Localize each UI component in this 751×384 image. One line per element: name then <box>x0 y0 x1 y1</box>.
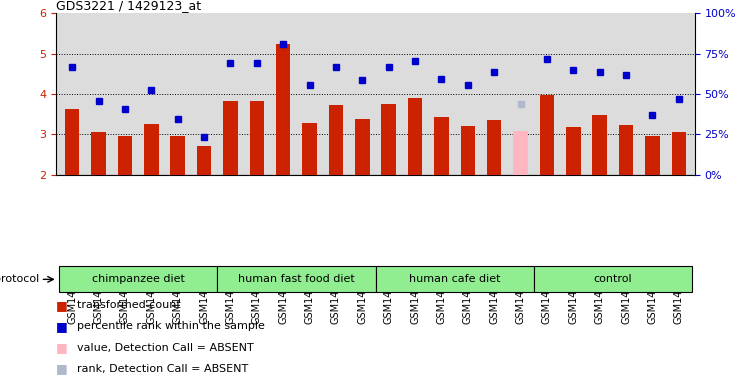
Text: ■: ■ <box>56 341 68 354</box>
Text: percentile rank within the sample: percentile rank within the sample <box>77 321 265 331</box>
Text: GSM144716: GSM144716 <box>305 265 315 324</box>
Bar <box>118 136 132 175</box>
Text: GSM144713: GSM144713 <box>225 265 235 324</box>
Bar <box>223 101 237 175</box>
Bar <box>645 136 659 175</box>
Bar <box>144 124 158 175</box>
Text: GSM144728: GSM144728 <box>621 265 631 324</box>
Bar <box>514 131 528 175</box>
Text: GSM144721: GSM144721 <box>436 265 446 324</box>
Text: GSM144724: GSM144724 <box>516 265 526 324</box>
Text: GSM144711: GSM144711 <box>173 265 182 324</box>
Bar <box>92 132 106 175</box>
Text: ■: ■ <box>56 299 68 312</box>
Bar <box>671 132 686 175</box>
Bar <box>59 266 217 292</box>
Bar <box>65 109 80 175</box>
Bar <box>376 266 534 292</box>
Bar <box>355 119 369 175</box>
Bar <box>276 44 291 175</box>
Text: GSM144718: GSM144718 <box>357 265 367 324</box>
Text: GSM144729: GSM144729 <box>647 265 657 324</box>
Text: GSM144719: GSM144719 <box>384 265 394 324</box>
Text: human fast food diet: human fast food diet <box>238 274 354 284</box>
Text: human cafe diet: human cafe diet <box>409 274 500 284</box>
Bar <box>540 95 554 175</box>
Bar <box>197 146 211 175</box>
Text: ■: ■ <box>56 320 68 333</box>
Bar <box>303 123 317 175</box>
Bar <box>487 120 502 175</box>
Text: GSM144727: GSM144727 <box>595 265 605 324</box>
Bar <box>619 125 633 175</box>
Bar <box>170 136 185 175</box>
Text: chimpanzee diet: chimpanzee diet <box>92 274 185 284</box>
Bar <box>217 266 376 292</box>
Text: GSM144720: GSM144720 <box>410 265 420 324</box>
Text: GSM144723: GSM144723 <box>489 265 499 324</box>
Text: GSM144715: GSM144715 <box>278 265 288 324</box>
Bar <box>408 98 422 175</box>
Text: GSM144712: GSM144712 <box>199 265 209 324</box>
Text: value, Detection Call = ABSENT: value, Detection Call = ABSENT <box>77 343 254 353</box>
Bar <box>382 104 396 175</box>
Text: GSM144709: GSM144709 <box>120 265 130 324</box>
Bar <box>329 105 343 175</box>
Text: GSM144714: GSM144714 <box>252 265 262 324</box>
Text: GSM144710: GSM144710 <box>146 265 156 324</box>
Text: GSM144726: GSM144726 <box>569 265 578 324</box>
Bar <box>460 126 475 175</box>
Text: GSM144730: GSM144730 <box>674 265 684 324</box>
Text: GSM144717: GSM144717 <box>331 265 341 324</box>
Text: ■: ■ <box>56 362 68 375</box>
Bar <box>593 116 607 175</box>
Text: protocol: protocol <box>0 274 39 285</box>
Bar <box>534 266 692 292</box>
Bar <box>566 127 581 175</box>
Bar <box>434 118 448 175</box>
Text: transformed count: transformed count <box>77 300 181 310</box>
Text: GSM144707: GSM144707 <box>67 265 77 324</box>
Text: control: control <box>593 274 632 284</box>
Text: rank, Detection Call = ABSENT: rank, Detection Call = ABSENT <box>77 364 249 374</box>
Text: GSM144708: GSM144708 <box>94 265 104 324</box>
Text: GDS3221 / 1429123_at: GDS3221 / 1429123_at <box>56 0 201 12</box>
Text: GSM144725: GSM144725 <box>542 265 552 324</box>
Text: GSM144722: GSM144722 <box>463 265 473 324</box>
Bar <box>249 101 264 175</box>
